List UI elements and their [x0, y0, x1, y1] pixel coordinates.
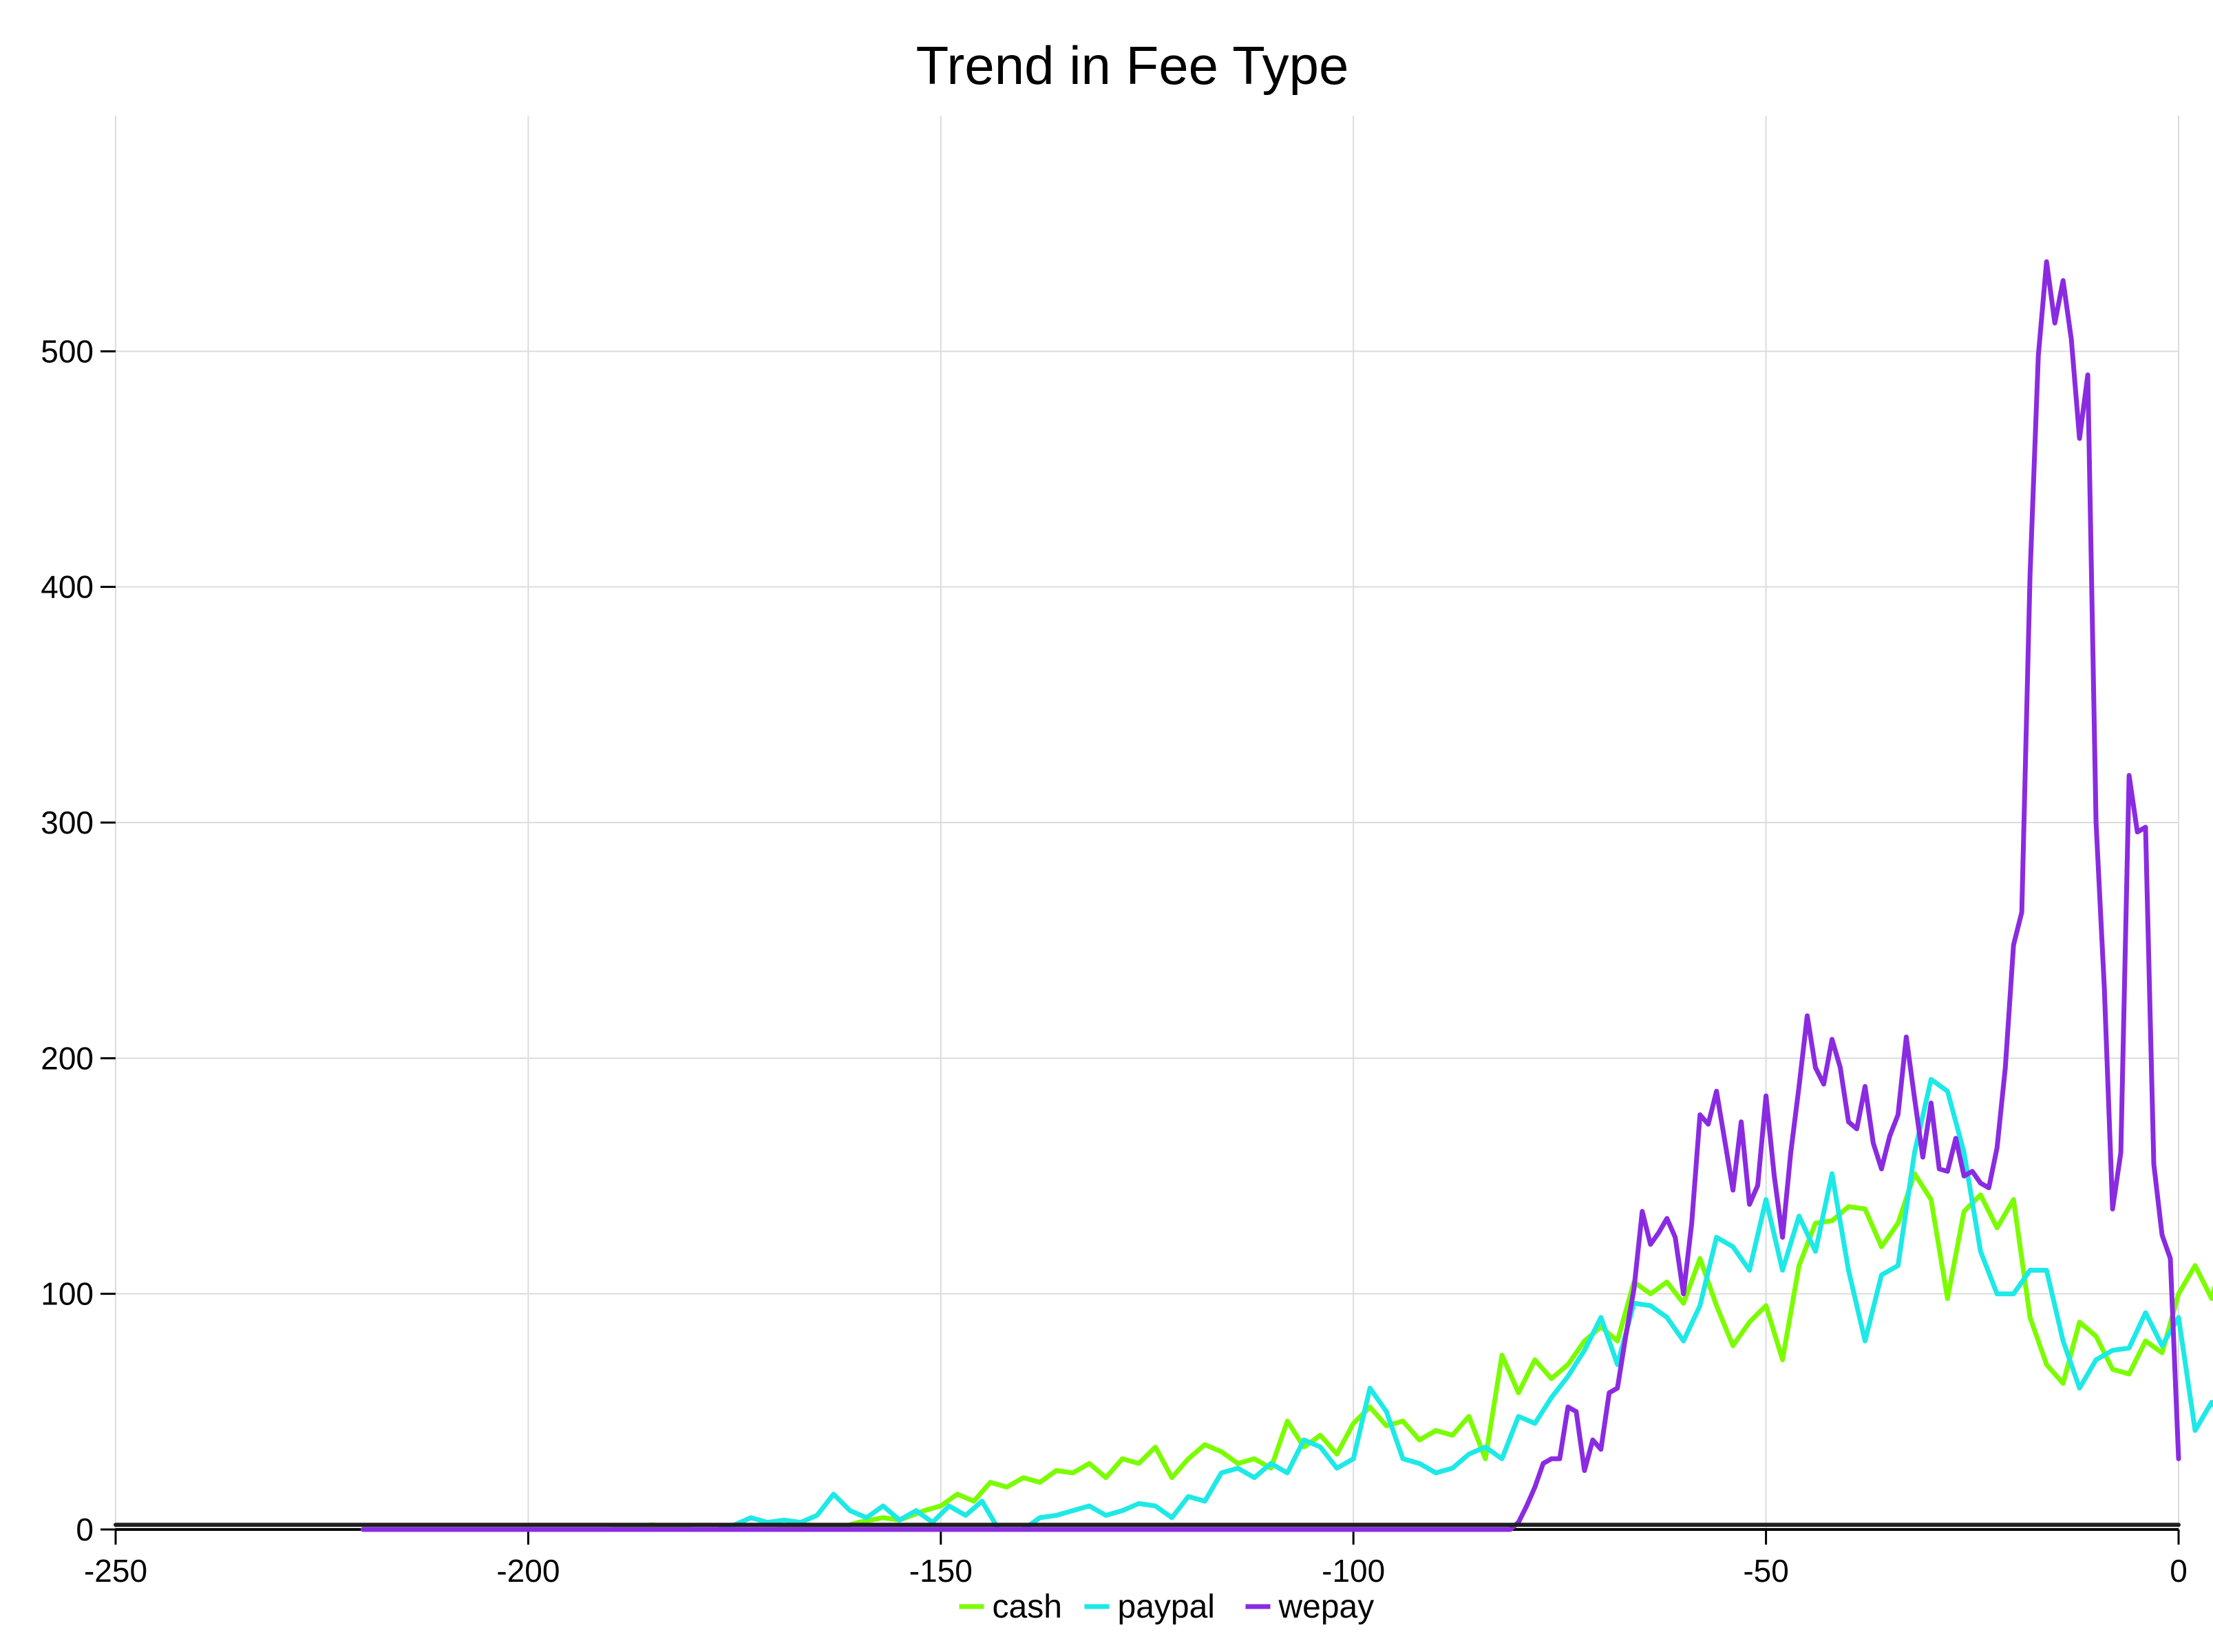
y-tick-label: 300 [41, 805, 94, 840]
x-tick-label: -150 [909, 1553, 973, 1589]
y-tick-label: 400 [41, 569, 94, 605]
x-tick-label: -250 [84, 1553, 147, 1589]
y-tick-label: 0 [76, 1512, 94, 1547]
legend-label-paypal: paypal [1118, 1589, 1215, 1625]
y-tick-label: 500 [41, 333, 94, 369]
axis-layer: -250 -200 -150 -100 -50 0 0 100 200 300 400 500 [41, 333, 2188, 1589]
x-tick-label: -100 [1322, 1553, 1385, 1589]
x-tick-label: -50 [1743, 1553, 1788, 1589]
legend: cash paypal wepay [959, 1589, 1375, 1625]
series-line-cash [361, 1171, 2213, 1532]
series-line-paypal [361, 1077, 2213, 1532]
series-layer [114, 259, 2213, 1532]
legend-label-cash: cash [993, 1589, 1062, 1625]
x-tick-label: 0 [2170, 1553, 2188, 1589]
legend-label-wepay: wepay [1278, 1589, 1375, 1625]
x-tick-label: -200 [496, 1553, 560, 1589]
series-line-wepay [361, 259, 2181, 1532]
y-tick-label: 100 [41, 1276, 94, 1312]
y-tick-label: 200 [41, 1040, 94, 1076]
chart-title: Trend in Fee Type [916, 35, 1349, 96]
